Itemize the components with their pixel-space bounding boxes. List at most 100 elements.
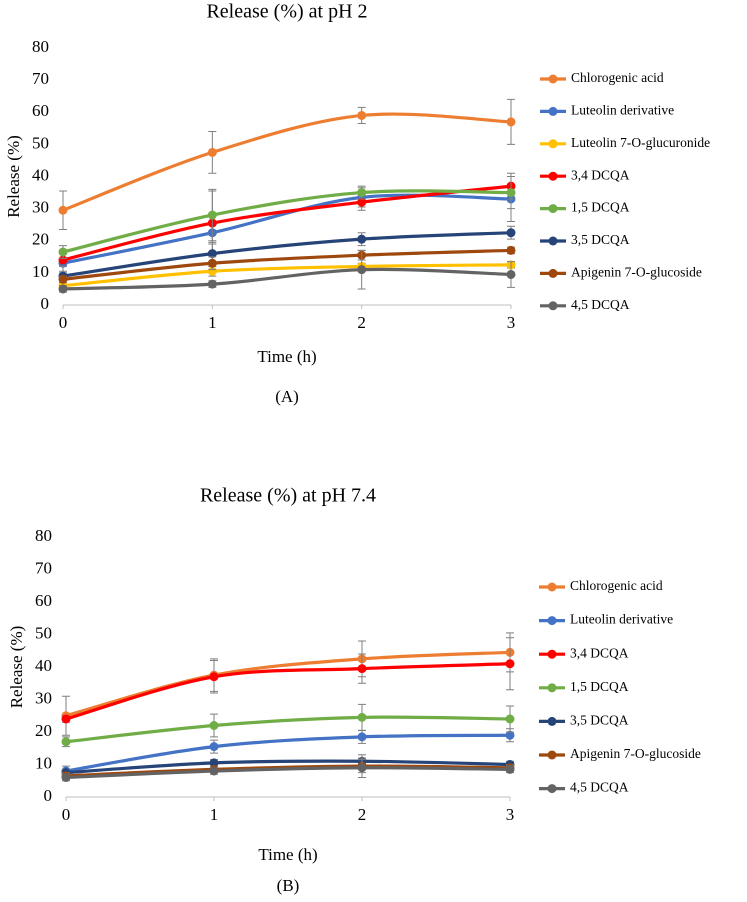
legend-swatch-marker [547,716,557,726]
data-point [58,255,68,265]
legend-label: Chlorogenic acid [570,578,663,593]
y-tick-label: 40 [32,165,49,184]
data-point [207,279,217,289]
legend-label: 1,5 DCQA [570,679,629,694]
data-point [357,188,367,198]
data-point [357,234,367,244]
series-line [65,662,511,721]
y-tick-label: 70 [32,69,49,88]
data-point [61,773,71,782]
x-tick-label: 1 [210,805,219,824]
legend-swatch-marker [547,683,557,693]
data-point [506,245,516,255]
data-point [209,742,219,752]
legend-label: 1,5 DCQA [571,200,630,215]
data-point [357,110,367,120]
series-line [62,184,512,262]
x-tick-label: 0 [59,313,68,332]
data-point [207,147,217,157]
y-axis-label: Release (%) [4,135,23,218]
y-tick-label: 80 [35,526,52,545]
series-line [65,715,511,744]
legend-label: Luteolin derivative [570,612,673,627]
data-point [209,721,219,730]
y-tick-label: 50 [35,623,52,642]
data-point [209,766,219,776]
data-point [505,714,515,724]
data-point [58,205,68,215]
series-line [62,248,512,281]
x-tick-label: 0 [62,805,71,824]
legend-swatch-marker [547,649,557,659]
y-tick-label: 30 [35,688,52,707]
data-point [209,672,219,682]
panel-label: (B) [277,876,300,895]
data-point [506,117,516,127]
data-point [506,188,516,198]
data-point [506,228,516,238]
legend-swatch-marker [548,74,558,84]
legend-swatch-marker [547,750,557,760]
legend-label: Luteolin derivative [571,102,674,117]
y-tick-label: 20 [35,721,52,740]
y-tick-label: 60 [32,101,49,120]
series-line [65,733,511,773]
series-line [62,231,512,278]
data-point [357,712,367,722]
legend-swatch-marker [548,268,558,278]
series-line [65,650,511,718]
y-tick-label: 10 [35,753,52,772]
y-tick-label: 10 [32,262,49,281]
chart-panel: Release (%) at pH 2 Time (h) Release (%) (A… [4,1,710,406]
legend-label: 4,5 DCQA [570,780,629,795]
data-point [357,197,367,207]
data-point [207,210,217,220]
y-tick-label: 50 [32,133,49,152]
x-tick-label: 2 [357,313,366,332]
x-axis-label: Time (h) [258,845,317,864]
y-tick-label: 0 [44,786,53,805]
data-point [357,664,367,674]
data-point [207,249,217,259]
data-point [58,284,68,294]
data-point [357,763,367,773]
data-point [209,758,219,768]
legend-label: 4,5 DCQA [571,297,630,312]
data-point [58,247,68,257]
series-line [65,766,511,780]
series-line [62,112,512,212]
x-tick-label: 1 [208,313,217,332]
data-point [207,266,217,276]
x-tick-label: 2 [358,805,367,824]
legend-swatch-marker [547,784,557,794]
y-tick-label: 40 [35,656,52,675]
series-line [62,263,512,288]
y-tick-label: 80 [32,37,49,56]
legend-swatch-marker [548,204,558,214]
legend-label: Apigenin 7-O-glucoside [570,746,701,761]
data-point [58,274,68,284]
data-point [505,659,515,669]
y-tick-label: 0 [41,294,50,313]
legend-swatch-marker [548,301,558,311]
legend-swatch-marker [547,616,557,626]
chart-title: Release (%) at pH 7.4 [200,485,376,507]
data-point [506,269,516,279]
series-line [62,267,512,291]
chart-title: Release (%) at pH 2 [206,1,367,23]
data-point [61,714,71,724]
data-point [207,258,217,268]
data-point [61,737,71,747]
data-point [505,730,515,740]
legend-swatch-marker [547,582,557,592]
series-line [62,189,512,254]
chart-panel: Release (%) at pH 7.4 Time (h) Release (%)… [7,485,701,895]
y-axis-label: Release (%) [7,626,26,709]
legend-swatch-marker [548,106,558,116]
y-tick-label: 30 [32,198,49,217]
y-tick-label: 60 [35,591,52,610]
series-line [65,759,511,775]
legend-label: Apigenin 7-O-glucoside [571,264,702,279]
x-tick-label: 3 [507,313,516,332]
